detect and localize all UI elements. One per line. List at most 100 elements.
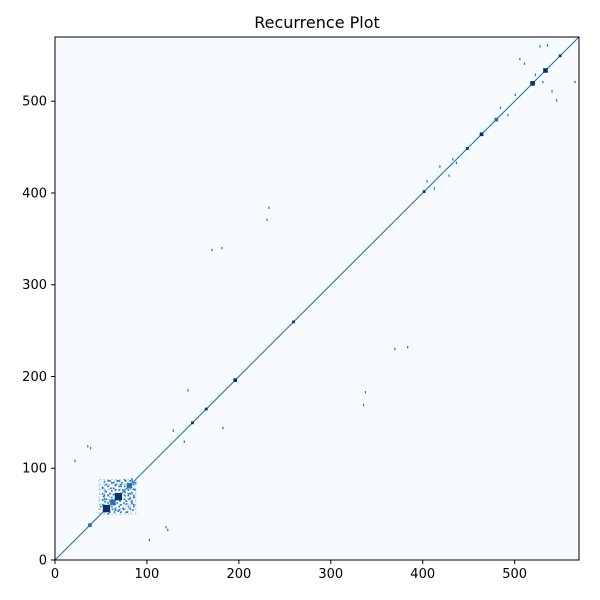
recurrence-block <box>558 54 562 58</box>
cluster-point <box>127 492 130 495</box>
x-tick-label: 300 <box>318 567 343 582</box>
cluster-point <box>107 513 109 515</box>
cluster-point <box>112 493 115 496</box>
cluster-point <box>114 509 117 512</box>
recurrence-point <box>266 218 268 221</box>
x-tick-label: 100 <box>135 567 160 582</box>
recurrence-point <box>89 446 92 450</box>
recurrence-point <box>519 57 521 61</box>
cluster-point <box>122 502 125 504</box>
chart-title: Recurrence Plot <box>254 13 380 32</box>
cluster-point <box>122 507 124 510</box>
cluster-point <box>112 487 115 490</box>
x-tick-label: 400 <box>410 567 435 582</box>
cluster-point <box>125 511 128 513</box>
recurrence-block <box>543 68 548 73</box>
cluster-point <box>114 484 117 487</box>
cluster-point <box>129 507 131 510</box>
cluster-point <box>131 502 133 504</box>
axes-frame <box>54 36 580 561</box>
cluster-point <box>114 507 117 510</box>
cluster-point <box>104 490 107 492</box>
cluster-point <box>99 505 102 508</box>
recurrence-block <box>88 523 92 527</box>
cluster-point <box>105 483 108 486</box>
cluster-point <box>110 481 113 484</box>
y-tick-label: 0 <box>39 554 47 569</box>
recurrence-point <box>439 165 441 168</box>
cluster-point <box>118 509 120 512</box>
cluster-point <box>105 498 108 501</box>
recurrence-point <box>362 403 365 407</box>
cluster-point <box>129 497 131 500</box>
cluster-point <box>107 494 109 497</box>
recurrence-point <box>514 93 516 97</box>
cluster-point <box>120 485 122 488</box>
recurrence-point <box>172 429 174 432</box>
cluster-point <box>127 489 130 491</box>
y-tick-label: 200 <box>22 370 47 385</box>
cluster-point <box>109 500 111 502</box>
recurrence-point <box>407 346 409 349</box>
x-tick-label: 200 <box>226 567 251 582</box>
recurrence-block <box>530 81 535 86</box>
cluster-point <box>131 480 133 482</box>
cluster-point <box>125 500 128 502</box>
cluster-point <box>122 489 124 491</box>
cluster-point <box>133 483 135 486</box>
x-tick-label: 500 <box>502 567 527 582</box>
cluster-point <box>115 483 118 486</box>
recurrence-point <box>364 391 367 394</box>
cluster-point <box>109 492 111 495</box>
cluster-point <box>107 480 109 482</box>
recurrence-point <box>551 90 553 93</box>
recurrence-point <box>268 206 270 209</box>
cluster-point <box>107 485 109 488</box>
cluster-point <box>129 480 131 482</box>
recurrence-point <box>499 106 502 109</box>
cluster-point <box>103 481 106 483</box>
cluster-point <box>124 480 127 482</box>
cluster-point <box>133 496 135 499</box>
cluster-point <box>119 500 121 502</box>
cluster-point <box>131 500 133 502</box>
recurrence-block <box>465 147 469 150</box>
y-tick-label: 300 <box>22 278 47 293</box>
cluster-point <box>114 489 117 491</box>
cluster-point <box>120 503 122 506</box>
cluster-point <box>131 478 133 480</box>
cluster-point <box>102 495 105 498</box>
cluster-point <box>122 508 125 511</box>
cluster-point <box>123 485 126 488</box>
cluster-point <box>120 511 122 513</box>
cluster-point <box>101 503 104 506</box>
recurrence-block <box>204 407 208 411</box>
cluster-point <box>127 505 130 508</box>
cluster-point <box>105 491 108 493</box>
cluster-point <box>110 487 112 490</box>
recurrence-point <box>183 440 185 443</box>
x-tick-label: 0 <box>51 567 59 582</box>
recurrence-point <box>148 538 150 542</box>
cluster-point <box>133 503 135 506</box>
cluster-point <box>101 499 104 501</box>
recurrence-block <box>494 117 499 122</box>
cluster-point <box>123 479 126 481</box>
cluster-point <box>112 481 115 484</box>
cluster-point <box>132 509 134 512</box>
cluster-point <box>121 481 123 484</box>
cluster-point <box>103 494 106 497</box>
cluster-point <box>131 492 133 494</box>
recurrence-point <box>546 44 549 47</box>
cluster-point <box>116 502 119 504</box>
cluster-point <box>103 498 106 501</box>
recurrence-point <box>433 187 435 190</box>
recurrence-point <box>426 179 428 183</box>
cluster-point <box>110 490 113 492</box>
cluster-point <box>117 510 120 512</box>
cluster-point <box>126 511 129 513</box>
recurrence-block <box>126 482 133 489</box>
recurrence-block <box>292 320 295 324</box>
cluster-point <box>123 498 126 501</box>
cluster-point <box>123 491 126 493</box>
